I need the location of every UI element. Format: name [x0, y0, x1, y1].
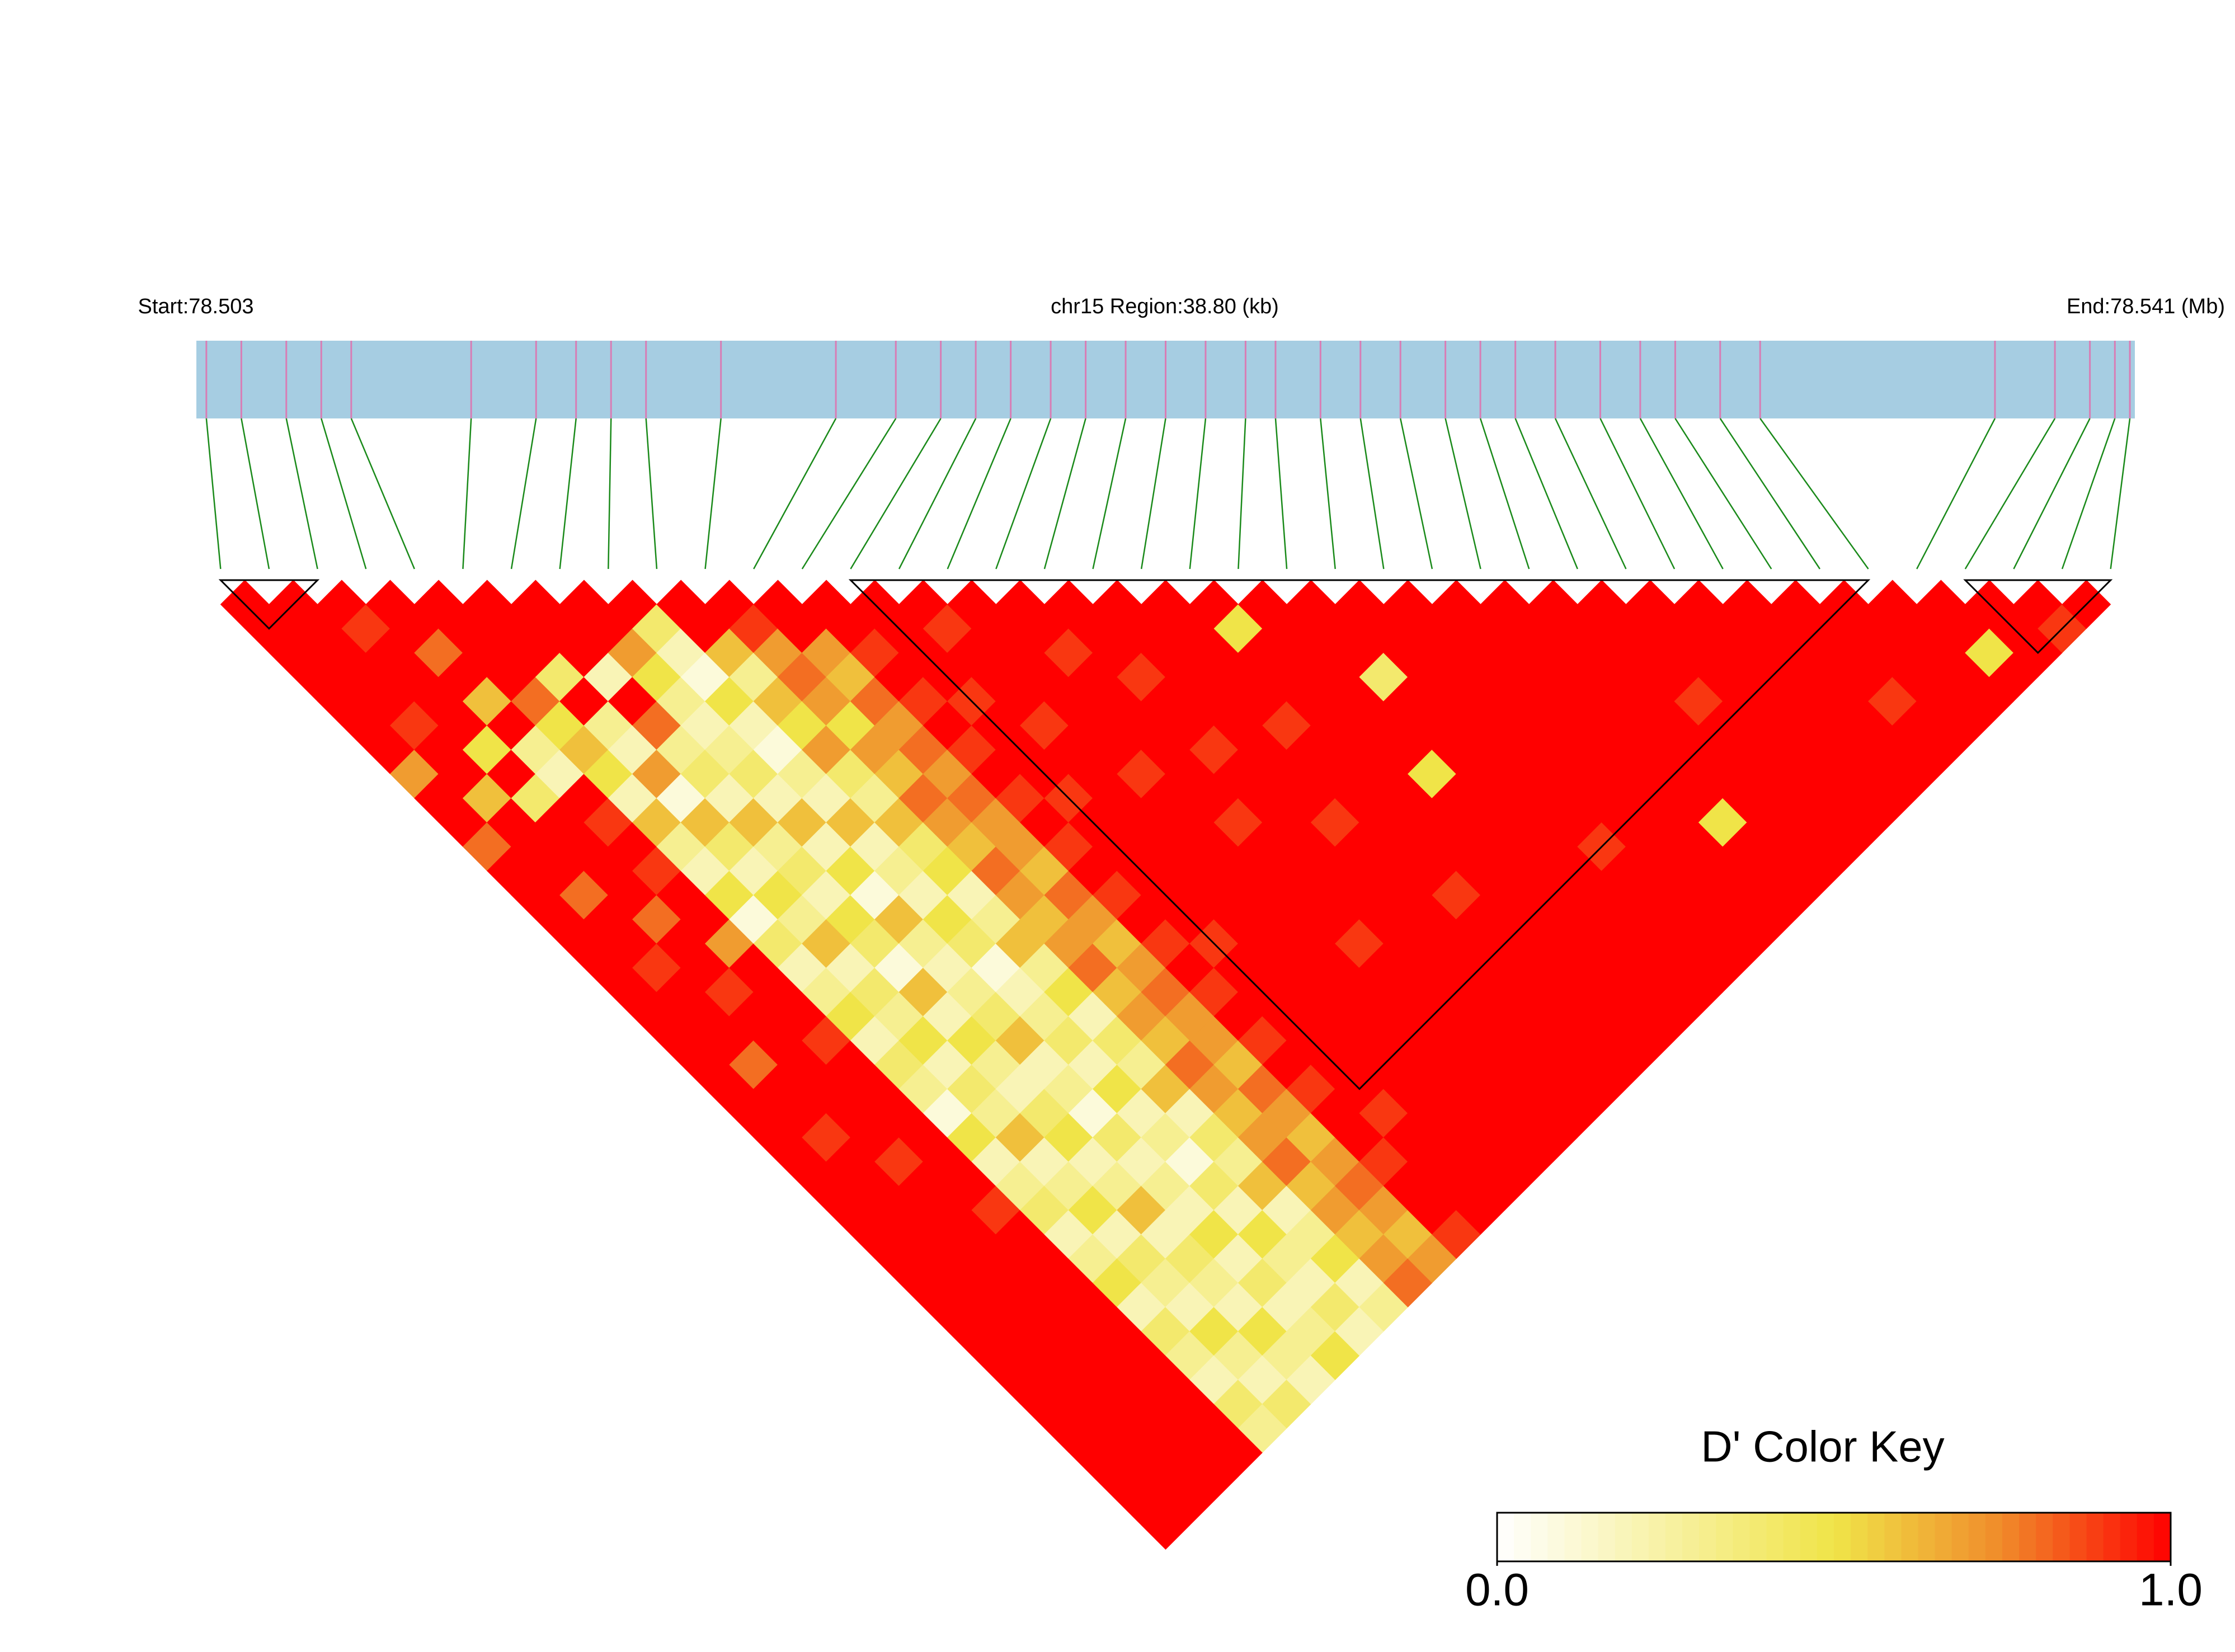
color-key-swatch [1631, 1513, 1649, 1561]
color-key-swatch [1834, 1513, 1852, 1561]
end-label: End:78.541 (Mb) [2067, 295, 2225, 318]
color-key-swatch [2053, 1513, 2071, 1561]
snp-link [1140, 418, 1166, 570]
color-key-swatch [1547, 1513, 1565, 1561]
color-key-swatch [2069, 1513, 2087, 1561]
snp-link [2110, 418, 2131, 570]
color-key-swatch [1884, 1513, 1902, 1561]
snp-link [898, 418, 977, 570]
color-key-swatch [1564, 1513, 1582, 1561]
snp-link [608, 418, 612, 570]
snp-link [1759, 418, 1869, 570]
color-key-swatch [1985, 1513, 2003, 1561]
snp-link [947, 418, 1011, 570]
snp-link [1599, 418, 1676, 570]
color-key-swatch [1531, 1513, 1549, 1561]
snp-link [850, 418, 942, 570]
color-key-swatch [1817, 1513, 1834, 1561]
color-key-swatch [2019, 1513, 2037, 1561]
snp-link [350, 418, 415, 570]
snp-link [1964, 418, 2056, 570]
color-key-swatch [1514, 1513, 1532, 1561]
color-key-label: 0.0 [1465, 1565, 1529, 1616]
snp-link [753, 418, 837, 570]
snp-link [2013, 418, 2091, 570]
color-key-swatch [1968, 1513, 1986, 1561]
color-key-swatch [1901, 1513, 1919, 1561]
snp-link [205, 418, 222, 570]
color-key-swatch [1749, 1513, 1767, 1561]
snp-link [462, 418, 472, 570]
ld-block [218, 579, 320, 630]
color-key-swatch [1951, 1513, 1969, 1561]
snp-link [1320, 418, 1336, 570]
snp-link [1238, 418, 1246, 570]
snp-link [1916, 418, 1996, 570]
color-key-swatch [1598, 1513, 1616, 1561]
color-key-swatch [1733, 1513, 1751, 1561]
snp-link [1400, 418, 1433, 570]
snp-link [704, 418, 722, 570]
color-key-swatch [2103, 1513, 2121, 1561]
snp-link [559, 418, 577, 570]
color-key-swatch [1766, 1513, 1784, 1561]
ld-block [1963, 579, 2113, 655]
snp-link [1479, 418, 1530, 570]
color-key-swatch [1682, 1513, 1700, 1561]
start-label: Start:78.503 [138, 295, 253, 318]
snp-link [1554, 418, 1627, 570]
snp-link [1359, 418, 1385, 570]
snp-link [1674, 418, 1772, 570]
snp-link [645, 418, 658, 570]
color-key-swatch [1699, 1513, 1717, 1561]
color-key-swatch [1497, 1513, 1515, 1561]
color-key-swatch [1918, 1513, 1936, 1561]
snp-link [285, 418, 318, 570]
color-key-swatch [1851, 1513, 1869, 1561]
snp-link [241, 418, 270, 570]
snp-link [801, 418, 897, 570]
color-key-swatch [1800, 1513, 1818, 1561]
snp-link [321, 418, 367, 570]
color-key-swatch [2120, 1513, 2138, 1561]
color-key-swatch [1581, 1513, 1599, 1561]
color-key-swatch [1665, 1513, 1683, 1561]
snp-link [1189, 418, 1207, 570]
snp-link [510, 418, 537, 570]
color-key-swatch [1783, 1513, 1801, 1561]
snp-link [1639, 418, 1724, 570]
snp-link [2061, 418, 2116, 570]
snp-link [1043, 418, 1086, 570]
color-key-swatch [1935, 1513, 1952, 1561]
ld-block [848, 579, 1871, 1090]
color-key-swatch [2036, 1513, 2054, 1561]
color-key-swatch [1648, 1513, 1666, 1561]
color-key-swatch [1867, 1513, 1885, 1561]
snp-link [1719, 418, 1820, 570]
color-key-swatch [1615, 1513, 1632, 1561]
color-key-label: 1.0 [2139, 1565, 2203, 1616]
color-key-frame [1496, 1512, 2172, 1562]
color-key-swatch [2002, 1513, 2020, 1561]
snp-link [1092, 418, 1127, 570]
color-key-swatch [1716, 1513, 1734, 1561]
snp-link [1274, 418, 1288, 570]
snp-link [1444, 418, 1481, 570]
snp-link [1514, 418, 1578, 570]
region-label: chr15 Region:38.80 (kb) [1051, 295, 1279, 318]
snp-link [995, 418, 1052, 570]
color-key-swatch [2086, 1513, 2104, 1561]
color-key-title: D' Color Key [1701, 1422, 1944, 1471]
color-key-swatch [2153, 1513, 2171, 1561]
color-key-swatch [2137, 1513, 2154, 1561]
